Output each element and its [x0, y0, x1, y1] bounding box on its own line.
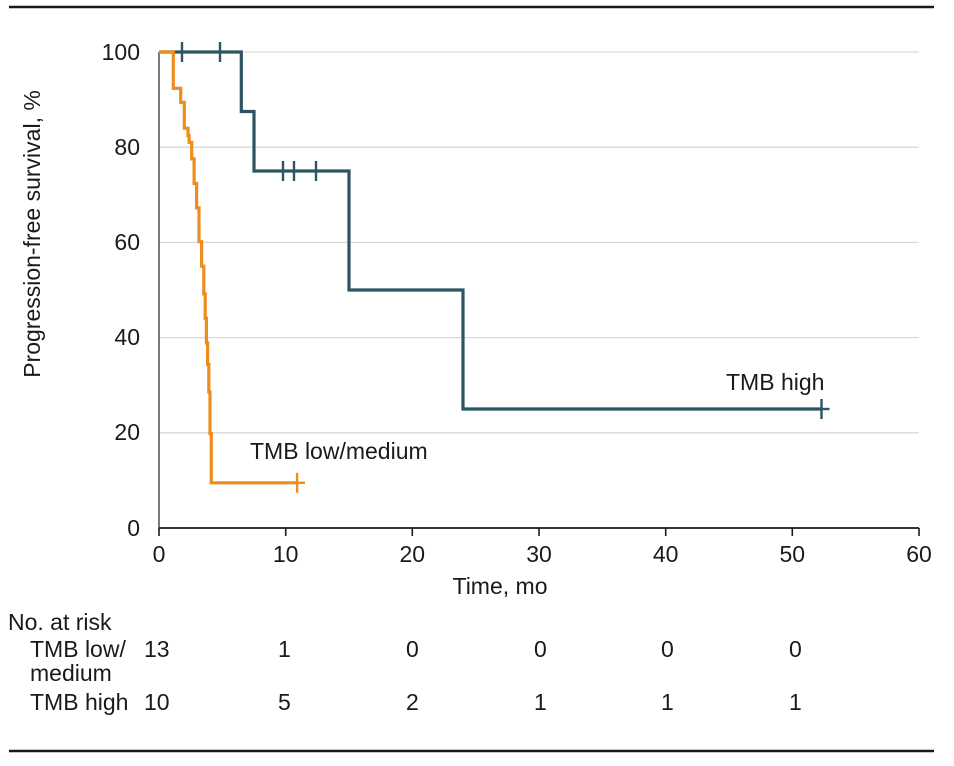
svg-text:40: 40 [114, 324, 140, 350]
svg-text:1: 1 [789, 689, 802, 715]
svg-text:Time, mo: Time, mo [453, 573, 548, 599]
svg-text:0: 0 [534, 636, 547, 662]
svg-text:1: 1 [661, 689, 674, 715]
svg-text:60: 60 [114, 229, 140, 255]
svg-text:No. at risk: No. at risk [8, 609, 112, 635]
svg-text:0: 0 [153, 541, 166, 567]
svg-text:10: 10 [144, 689, 170, 715]
svg-text:TMB low/: TMB low/ [30, 636, 126, 662]
svg-text:1: 1 [278, 636, 291, 662]
svg-text:100: 100 [102, 39, 140, 65]
svg-text:0: 0 [789, 636, 802, 662]
svg-text:80: 80 [114, 134, 140, 160]
svg-text:1: 1 [534, 689, 547, 715]
svg-text:medium: medium [30, 660, 112, 686]
svg-text:5: 5 [278, 689, 291, 715]
svg-text:60: 60 [906, 541, 932, 567]
svg-text:10: 10 [273, 541, 299, 567]
svg-text:13: 13 [144, 636, 170, 662]
svg-text:Progression-free survival, %: Progression-free survival, % [19, 90, 45, 378]
svg-text:20: 20 [400, 541, 426, 567]
svg-text:0: 0 [127, 515, 140, 541]
svg-text:TMB high: TMB high [30, 689, 128, 715]
svg-text:30: 30 [526, 541, 552, 567]
svg-text:TMB low/medium: TMB low/medium [250, 438, 428, 464]
svg-text:20: 20 [114, 419, 140, 445]
svg-text:TMB high: TMB high [726, 369, 824, 395]
svg-text:0: 0 [406, 636, 419, 662]
svg-text:40: 40 [653, 541, 679, 567]
svg-text:50: 50 [780, 541, 806, 567]
svg-text:2: 2 [406, 689, 419, 715]
svg-text:0: 0 [661, 636, 674, 662]
